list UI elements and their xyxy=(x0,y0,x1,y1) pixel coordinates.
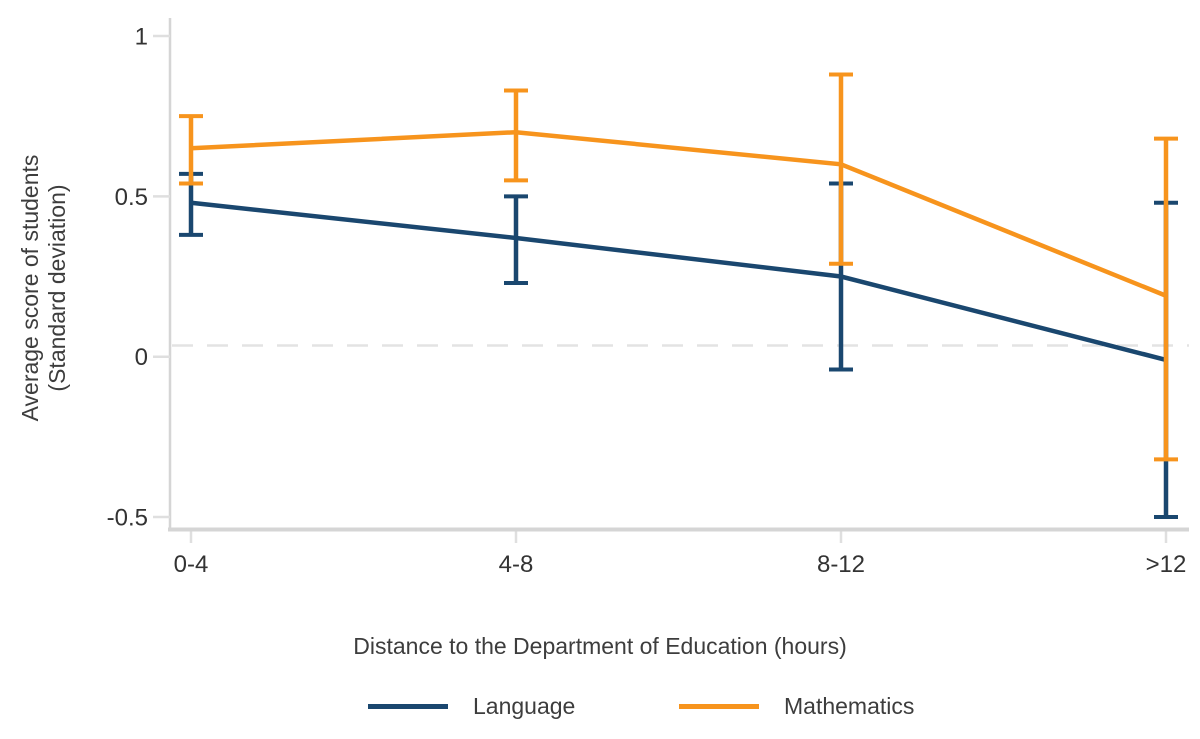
x-axis-title: Distance to the Department of Education … xyxy=(353,633,847,659)
y-tick-label: -0.5 xyxy=(107,504,148,531)
x-tick-label: 0-4 xyxy=(174,551,209,578)
legend-item-language: Language xyxy=(368,693,575,719)
y-tick-label: 0 xyxy=(135,344,148,371)
mathematics-line xyxy=(190,129,1167,298)
mathematics-line-swatch xyxy=(679,703,759,709)
legend-label-mathematics: Mathematics xyxy=(784,692,915,719)
x-tick-label: 8-12 xyxy=(817,551,865,578)
legend-label-language: Language xyxy=(473,692,576,719)
y-axis-title: Average score of students (Standard devi… xyxy=(17,155,71,422)
legend-item-mathematics: Mathematics xyxy=(679,693,914,719)
y-tick-label: 0.5 xyxy=(115,184,148,211)
language-line-swatch xyxy=(368,703,448,709)
y-axis-title-line1: Average score of students xyxy=(17,154,43,422)
y-tick-label: 1 xyxy=(135,23,148,50)
x-tick-label: >12 xyxy=(1146,551,1187,578)
y-axis-title-line2: (Standard deviation) xyxy=(44,184,70,392)
x-tick-label: 4-8 xyxy=(499,551,534,578)
language-line xyxy=(190,200,1167,363)
